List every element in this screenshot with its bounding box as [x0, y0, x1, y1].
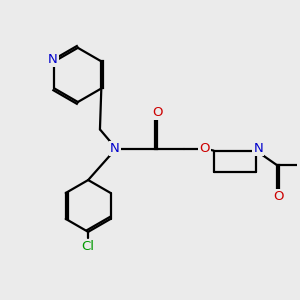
- Text: O: O: [152, 106, 163, 119]
- Text: O: O: [273, 190, 284, 203]
- Text: N: N: [110, 142, 119, 155]
- Text: O: O: [199, 142, 210, 155]
- Text: N: N: [48, 53, 58, 66]
- Text: Cl: Cl: [82, 240, 95, 253]
- Text: N: N: [254, 142, 263, 155]
